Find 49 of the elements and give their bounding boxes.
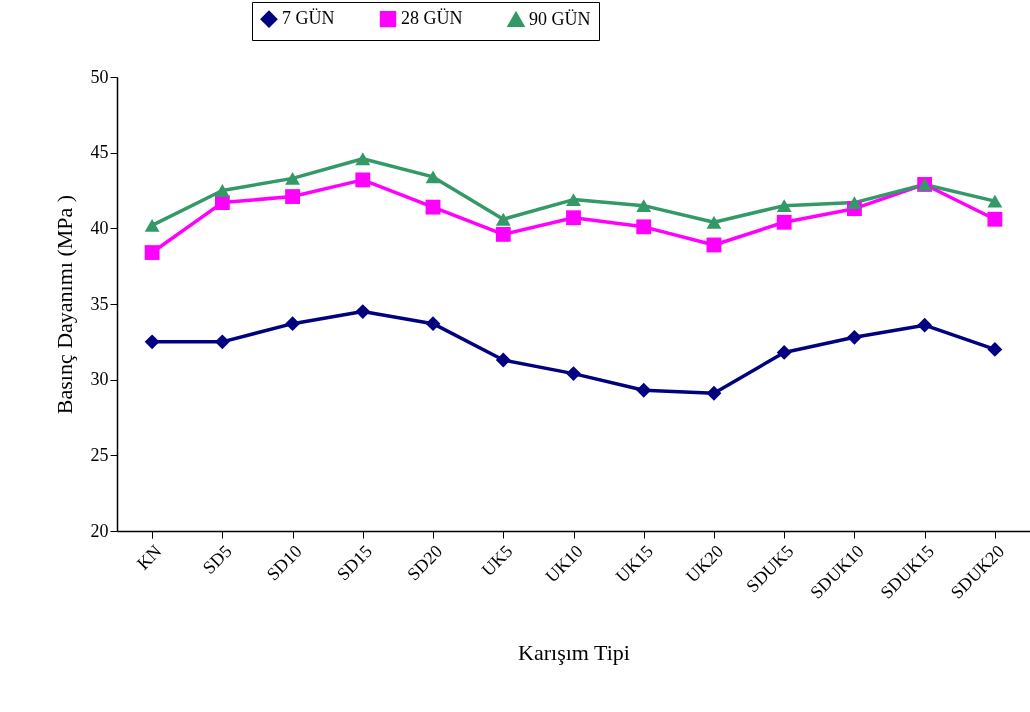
point: [776, 345, 792, 360]
point: [987, 211, 1003, 227]
point: [495, 226, 511, 242]
point: [776, 199, 792, 213]
y-tick-label: 20: [90, 520, 109, 541]
y-tick-label: 25: [90, 444, 109, 465]
point: [847, 329, 862, 345]
y-tick-label: 40: [90, 217, 109, 238]
point: [566, 366, 581, 382]
point: [285, 316, 300, 332]
point: [425, 170, 441, 184]
y-tick-label: 50: [90, 66, 109, 87]
y-tick-label: 30: [90, 369, 109, 390]
point: [214, 184, 230, 197]
point: [566, 193, 581, 206]
point: [636, 219, 652, 235]
point: [987, 341, 1003, 357]
point: [355, 172, 371, 188]
legend-label: 7 GÜN: [282, 8, 335, 29]
legend-label: 28 GÜN: [401, 8, 463, 29]
x-tick-label: SD5: [198, 541, 236, 578]
point: [566, 210, 581, 226]
point: [636, 199, 652, 213]
point: [425, 199, 441, 215]
x-tick-label: KN: [132, 541, 166, 574]
point: [917, 317, 933, 333]
point: [706, 215, 722, 229]
point: [144, 245, 160, 260]
x-axis-title: Karışım Tipi: [518, 639, 630, 665]
point: [636, 382, 652, 398]
point: [706, 385, 722, 401]
point: [847, 196, 862, 210]
point: [285, 189, 300, 204]
point: [285, 171, 300, 185]
y-tick-label: 45: [90, 142, 109, 163]
point: [214, 334, 230, 350]
point: [355, 304, 371, 319]
point: [776, 214, 792, 230]
y-tick-label: 35: [90, 293, 109, 314]
y-axis-title: Basınç Dayanımı (MPa ): [51, 194, 77, 415]
point: [355, 152, 371, 166]
point: [144, 218, 160, 232]
point: [144, 334, 160, 350]
point: [495, 212, 511, 226]
point: [987, 194, 1003, 208]
x-tick-label: UK5: [477, 541, 517, 580]
point: [425, 316, 441, 332]
point: [495, 352, 511, 368]
legend-label: 90 GÜN: [529, 8, 591, 29]
